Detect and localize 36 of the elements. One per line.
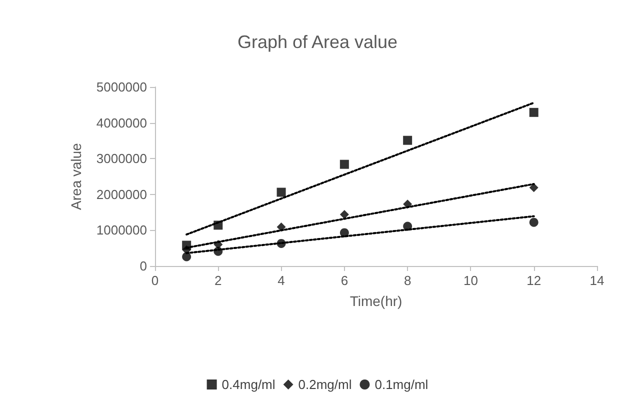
- y-tick-label: 1000000: [96, 222, 147, 238]
- point: [340, 210, 349, 219]
- point: [403, 200, 412, 209]
- y-tick-label: 0: [140, 258, 147, 274]
- point: [276, 188, 286, 197]
- y-axis-title: Area value: [68, 142, 84, 210]
- x-tick-label: 6: [340, 273, 348, 288]
- y-tick-label: 4000000: [96, 115, 147, 130]
- point: [403, 136, 412, 145]
- legend-label: 0.4mg/ml: [222, 377, 276, 392]
- point: [276, 238, 286, 248]
- point: [403, 222, 412, 231]
- x-tick-label: 8: [404, 273, 412, 288]
- point: [214, 246, 223, 256]
- legend-label: 0.1mg/ml: [374, 377, 428, 392]
- point: [214, 240, 223, 250]
- chart-title: Graph of Area value: [237, 32, 398, 52]
- point: [214, 220, 223, 230]
- point: [340, 160, 349, 169]
- point: [529, 183, 538, 192]
- x-tick-label: 0: [151, 273, 159, 288]
- x-tick-label: 14: [590, 273, 604, 288]
- point: [182, 252, 192, 262]
- y-tick-label: 2000000: [96, 186, 147, 202]
- point: [340, 228, 349, 238]
- point: [529, 108, 538, 117]
- y-tick-label: 3000000: [96, 151, 147, 166]
- y-tick-label: 5000000: [96, 80, 147, 94]
- x-tick-label: 10: [463, 273, 478, 288]
- x-tick-label: 4: [278, 273, 285, 288]
- point: [276, 222, 286, 232]
- x-axis-title: Time(hr): [350, 293, 402, 309]
- point: [529, 218, 538, 227]
- legend-label: 0.2mg/ml: [298, 377, 352, 392]
- x-tick-label: 12: [526, 273, 542, 288]
- x-tick-label: 2: [214, 273, 222, 288]
